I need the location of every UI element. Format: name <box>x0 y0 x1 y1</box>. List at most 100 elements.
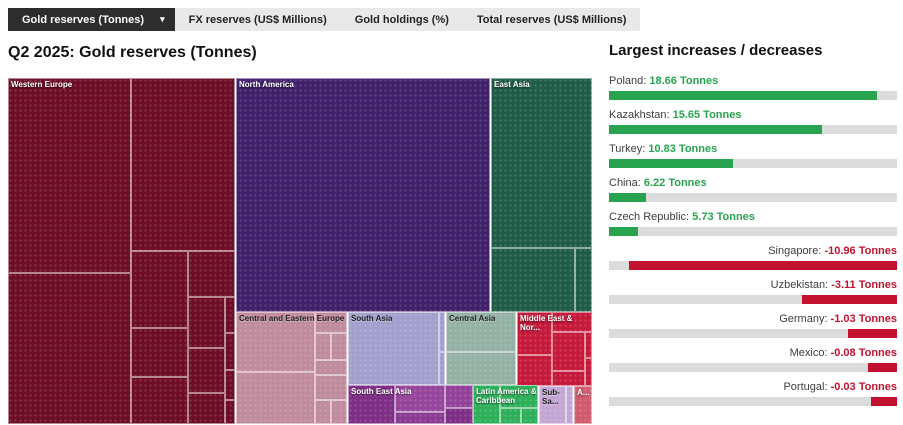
treemap-cell-western-europe[interactable] <box>8 78 131 273</box>
change-row-singapore: Singapore: -10.96 Tonnes <box>609 245 897 270</box>
bar-track <box>609 159 897 168</box>
page-title: Q2 2025: Gold reserves (Tonnes) <box>8 44 257 61</box>
bar-fill <box>609 193 647 202</box>
treemap-cell-middle-east-nor[interactable] <box>585 332 592 358</box>
change-label: Mexico: -0.08 Tonnes <box>789 347 897 359</box>
bar-track <box>609 261 897 270</box>
change-row-china: China: 6.22 Tonnes <box>609 177 897 202</box>
treemap-cell-middle-east-nor[interactable] <box>517 355 552 386</box>
treemap-cell-south-asia[interactable] <box>348 312 439 385</box>
treemap-cell-central-and-eastern-europe[interactable] <box>315 400 331 424</box>
tab-gold-reserves[interactable]: Gold reserves (Tonnes) ▾ <box>8 8 175 31</box>
change-label: Uzbekistan: -3.11 Tonnes <box>770 279 897 291</box>
treemap-chart: Western Europe North America East Asia Cent… <box>8 78 592 424</box>
treemap-cell-western-europe[interactable] <box>225 333 235 370</box>
treemap-cell-western-europe[interactable] <box>131 251 188 328</box>
treemap-cell-latin-america-caribbean[interactable] <box>521 408 538 424</box>
treemap-cell-western-europe[interactable] <box>188 297 225 348</box>
treemap-cell-western-europe[interactable] <box>225 400 235 424</box>
treemap-cell-central-and-eastern-europe[interactable] <box>315 375 347 400</box>
treemap-cell-middle-east-nor[interactable] <box>552 371 585 386</box>
treemap-cell-south-east-asia[interactable] <box>395 412 445 424</box>
changes-panel: Largest increases / decreases Poland: 18… <box>609 42 897 415</box>
treemap-cell-middle-east-nor[interactable] <box>552 312 592 332</box>
treemap-cell-sub-sa[interactable] <box>566 386 573 424</box>
change-label: Poland: 18.66 Tonnes <box>609 75 719 87</box>
treemap-cell-central-asia[interactable] <box>446 352 516 385</box>
treemap-cell-western-europe[interactable] <box>131 328 188 377</box>
treemap-cell-central-and-eastern-europe[interactable] <box>315 312 347 333</box>
bar-fill <box>609 91 877 100</box>
treemap-cell-central-and-eastern-europe[interactable] <box>236 312 315 372</box>
bar-fill <box>868 363 897 372</box>
bar-track <box>609 295 897 304</box>
tab-label: Gold holdings (%) <box>354 13 449 26</box>
treemap-cell-south-east-asia[interactable] <box>395 385 445 412</box>
treemap-cell-central-and-eastern-europe[interactable] <box>331 333 347 360</box>
bar-track <box>609 125 897 134</box>
treemap-cell-western-europe[interactable] <box>188 251 235 297</box>
chevron-down-icon: ▾ <box>160 14 165 24</box>
bar-fill <box>871 397 897 406</box>
treemap-cell-western-europe[interactable] <box>8 273 131 424</box>
treemap-cell-western-europe[interactable] <box>188 393 225 424</box>
treemap-cell-north-america[interactable] <box>236 78 490 312</box>
tab-fx-reserves[interactable]: FX reserves (US$ Millions) <box>175 8 341 31</box>
treemap-cell-western-europe[interactable] <box>131 377 188 424</box>
change-row-portugal: Portugal: -0.03 Tonnes <box>609 381 897 406</box>
tab-label: Total reserves (US$ Millions) <box>476 13 627 26</box>
bar-fill <box>801 295 897 304</box>
change-label: Czech Republic: 5.73 Tonnes <box>609 211 755 223</box>
change-row-czech-republic: Czech Republic: 5.73 Tonnes <box>609 211 897 236</box>
bar-fill <box>609 159 733 168</box>
treemap-cell-east-asia[interactable] <box>491 78 592 248</box>
change-row-mexico: Mexico: -0.08 Tonnes <box>609 347 897 372</box>
treemap-cell-south-east-asia[interactable] <box>445 385 473 408</box>
treemap-cell-middle-east-nor[interactable] <box>552 332 585 371</box>
treemap-cell-east-asia[interactable] <box>575 248 592 312</box>
tab-label: FX reserves (US$ Millions) <box>188 13 327 26</box>
bar-track <box>609 91 897 100</box>
bar-fill <box>848 329 897 338</box>
treemap-cell-latin-america-caribbean[interactable] <box>500 408 521 424</box>
treemap-cell-latin-america-caribbean[interactable] <box>473 385 500 424</box>
bar-track <box>609 193 897 202</box>
treemap-cell-south-asia[interactable] <box>439 312 445 352</box>
treemap-cell-central-and-eastern-europe[interactable] <box>315 360 347 375</box>
change-row-germany: Germany: -1.03 Tonnes <box>609 313 897 338</box>
treemap-cell-middle-east-nor[interactable] <box>585 358 592 386</box>
change-label: Kazakhstan: 15.65 Tonnes <box>609 109 742 121</box>
treemap-cell-central-and-eastern-europe[interactable] <box>331 400 347 424</box>
change-row-uzbekistan: Uzbekistan: -3.11 Tonnes <box>609 279 897 304</box>
treemap-cell-a[interactable] <box>574 386 592 424</box>
treemap-cell-central-and-eastern-europe[interactable] <box>236 372 315 424</box>
bar-track <box>609 363 897 372</box>
treemap-cell-western-europe[interactable] <box>131 78 235 251</box>
treemap-cell-middle-east-nor[interactable] <box>517 312 552 355</box>
treemap-cell-south-east-asia[interactable] <box>445 408 473 424</box>
treemap-cell-western-europe[interactable] <box>188 348 225 393</box>
treemap-cell-western-europe[interactable] <box>225 370 235 400</box>
treemap-cell-central-asia[interactable] <box>446 312 516 352</box>
treemap-cell-south-east-asia[interactable] <box>348 385 395 424</box>
change-row-turkey: Turkey: 10.83 Tonnes <box>609 143 897 168</box>
change-label: Germany: -1.03 Tonnes <box>779 313 897 325</box>
tab-gold-holdings[interactable]: Gold holdings (%) <box>341 8 463 31</box>
change-row-kazakhstan: Kazakhstan: 15.65 Tonnes <box>609 109 897 134</box>
treemap-cell-east-asia[interactable] <box>491 248 575 312</box>
treemap-cell-south-asia[interactable] <box>439 352 445 385</box>
tab-total-reserves[interactable]: Total reserves (US$ Millions) <box>463 8 641 31</box>
change-label: China: 6.22 Tonnes <box>609 177 707 189</box>
treemap-cell-sub-sa[interactable] <box>539 386 566 424</box>
bar-track <box>609 397 897 406</box>
panel-title: Largest increases / decreases <box>609 42 823 59</box>
treemap-cell-western-europe[interactable] <box>225 297 235 333</box>
bar-track <box>609 329 897 338</box>
change-label: Turkey: 10.83 Tonnes <box>609 143 718 155</box>
bar-fill <box>609 125 823 134</box>
bar-track <box>609 227 897 236</box>
change-label: Portugal: -0.03 Tonnes <box>783 381 897 393</box>
treemap-cell-latin-america-caribbean[interactable] <box>500 385 538 408</box>
change-label: Singapore: -10.96 Tonnes <box>768 245 897 257</box>
treemap-cell-central-and-eastern-europe[interactable] <box>315 333 331 360</box>
